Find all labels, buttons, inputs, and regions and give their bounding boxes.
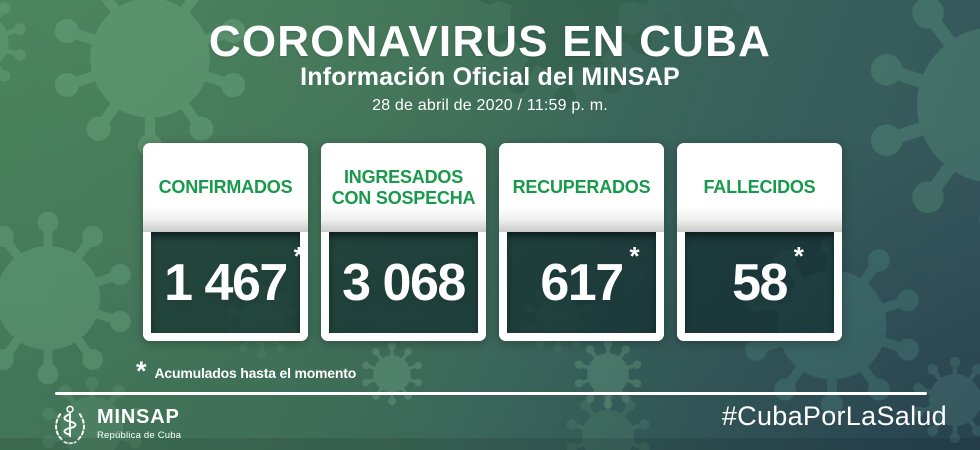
asterisk-marker: *: [629, 240, 640, 271]
stats-row: CONFIRMADOS 1 467 * INGRESADOS CON SOSPEC…: [143, 143, 842, 341]
stat-value-box: 3 068: [321, 232, 486, 341]
stat-label: CONFIRMADOS: [143, 143, 308, 232]
stat-value-text: 617: [540, 253, 624, 312]
footnote: * Acumulados hasta el momento: [136, 356, 357, 386]
coronavirus-icon: [361, 342, 423, 406]
stat-label: RECUPERADOS: [499, 143, 664, 232]
footnote-asterisk: *: [136, 356, 147, 386]
coronavirus-icon: [0, 211, 134, 385]
page-subtitle: Información Oficial del MINSAP: [300, 63, 680, 91]
stat-value-text: 1 467: [164, 253, 288, 312]
stat-label: INGRESADOS CON SOSPECHA: [321, 143, 486, 232]
stat-label: FALLECIDOS: [677, 143, 842, 232]
divider-line: [55, 392, 927, 395]
footnote-text: Acumulados hasta el momento: [154, 365, 357, 381]
stat-card-recuperados: RECUPERADOS 617 *: [499, 143, 664, 341]
logo-text: MINSAP República de Cuba: [97, 407, 181, 441]
stat-card-fallecidos: FALLECIDOS 58 *: [677, 143, 842, 341]
stat-value-box: 1 467 *: [143, 232, 308, 341]
report-date: 28 de abril de 2020 / 11:59 p. m.: [372, 97, 608, 114]
caduceus-wreath-icon: [55, 405, 85, 445]
asterisk-marker: *: [793, 240, 804, 271]
stat-value: 1 467 *: [164, 243, 304, 312]
stat-card-ingresados: INGRESADOS CON SOSPECHA 3 068: [321, 143, 486, 341]
stat-value-text: 3 068: [342, 253, 466, 312]
logo-name: MINSAP: [97, 406, 180, 428]
asterisk-marker: *: [293, 240, 304, 271]
stat-value: 617 *: [540, 243, 639, 312]
stat-card-confirmados: CONFIRMADOS 1 467 *: [143, 143, 308, 341]
stat-value: 3 068: [342, 253, 466, 312]
logo-subtitle: República de Cuba: [97, 430, 182, 441]
minsap-logo: MINSAP República de Cuba: [52, 401, 181, 447]
stat-value-box: 58 *: [677, 232, 842, 341]
hashtag: #CubaPorLaSalud: [721, 401, 947, 431]
stat-value: 58 *: [732, 243, 804, 312]
stat-value-text: 58: [732, 253, 788, 312]
page-title: CORONAVIRUS EN CUBA: [208, 17, 772, 66]
coronavirus-icon: [565, 392, 651, 450]
stat-value-box: 617 *: [499, 232, 664, 341]
